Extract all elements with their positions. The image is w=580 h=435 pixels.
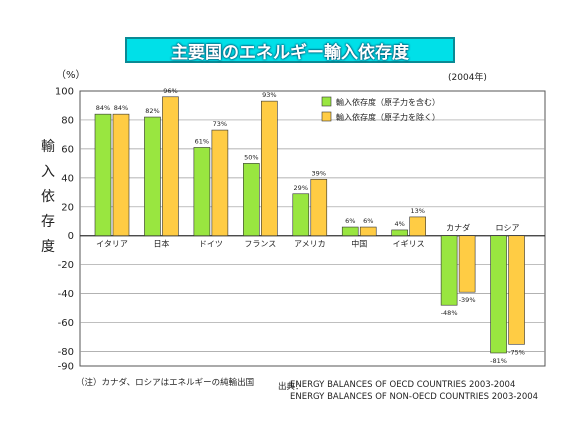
bar-series-2 xyxy=(409,216,426,237)
page-title: 主要国のエネルギー輸入依存度 xyxy=(171,42,409,63)
source-line-1: ENERGY BALANCES OF OECD COUNTRIES 2003-2… xyxy=(290,380,516,390)
bar-series-2 xyxy=(261,100,278,237)
data-label: 96% xyxy=(163,87,177,95)
y-tick-label: 40 xyxy=(61,173,74,184)
bar-series-1 xyxy=(193,147,211,237)
bar-series-2 xyxy=(458,235,476,293)
data-label: -48% xyxy=(441,309,458,317)
bar-series-2 xyxy=(162,96,179,237)
bar-series-1 xyxy=(391,229,408,237)
legend-swatch xyxy=(321,96,332,107)
data-label: -81% xyxy=(490,357,507,365)
bar-series-1 xyxy=(94,113,112,237)
data-label: 6% xyxy=(345,217,355,225)
source-line-2: ENERGY BALANCES OF NON-OECD COUNTRIES 20… xyxy=(290,392,539,402)
data-label: 84% xyxy=(114,104,128,112)
category-label: ドイツ xyxy=(199,240,223,249)
y-tick-label: -90 xyxy=(58,362,74,373)
data-label: 84% xyxy=(96,104,110,112)
y-tick-label: 20 xyxy=(61,202,74,213)
category-label: アメリカ xyxy=(294,240,326,249)
bar-series-2 xyxy=(310,178,328,237)
data-label: -39% xyxy=(459,296,476,304)
category-label: カナダ xyxy=(446,223,470,233)
data-label: 73% xyxy=(213,120,227,128)
legend-label: 輸入依存度（原子力を除く） xyxy=(336,112,440,122)
data-label: 13% xyxy=(410,207,424,215)
data-label: 82% xyxy=(145,107,159,115)
bar-series-2 xyxy=(112,113,130,237)
y-tick-label: 60 xyxy=(61,144,74,155)
bar-series-1 xyxy=(341,226,359,237)
category-label: イギリス xyxy=(393,240,425,249)
data-label: 4% xyxy=(395,220,405,228)
data-label: 50% xyxy=(244,153,258,161)
source-label: 出典： xyxy=(278,382,304,392)
category-label: 中国 xyxy=(351,239,367,249)
category-label: イタリア xyxy=(96,240,128,249)
year-label: (2004年) xyxy=(448,73,487,83)
category-label: ロシア xyxy=(496,224,520,233)
y-tick-label: -20 xyxy=(58,260,74,271)
bar-series-1 xyxy=(440,235,458,306)
bar-series-1 xyxy=(490,235,507,354)
data-label: 6% xyxy=(363,217,373,225)
footnote: （注）カナダ、ロシアはエネルギーの純輸出国 xyxy=(76,378,255,388)
y-tick-label: 100 xyxy=(55,87,74,98)
category-label: 日本 xyxy=(153,239,169,249)
bar-series-1 xyxy=(243,163,260,237)
data-label: -75% xyxy=(508,348,525,356)
data-label: 39% xyxy=(312,169,326,177)
data-label: 93% xyxy=(262,91,276,99)
bar-series-2 xyxy=(211,129,229,237)
y-axis-label: 輸入依存度 xyxy=(41,139,55,255)
bar-series-1 xyxy=(292,193,310,237)
bar-series-1 xyxy=(144,116,161,237)
title-banner: 主要国のエネルギー輸入依存度 xyxy=(125,37,455,63)
unit-label: （%） xyxy=(56,70,86,81)
y-tick-label: -60 xyxy=(58,318,74,329)
y-tick-label: -80 xyxy=(58,347,74,358)
y-tick-label: 80 xyxy=(61,115,74,126)
legend-label: 輸入依存度（原子力を含む） xyxy=(336,97,440,107)
data-label: 29% xyxy=(294,184,308,192)
bar-series-2 xyxy=(508,235,525,345)
data-label: 61% xyxy=(195,137,209,145)
bar-series-2 xyxy=(359,226,377,237)
y-tick-label: 0 xyxy=(68,231,74,242)
y-tick-label: -40 xyxy=(58,289,74,300)
category-label: フランス xyxy=(244,240,276,249)
legend-swatch xyxy=(321,111,332,122)
